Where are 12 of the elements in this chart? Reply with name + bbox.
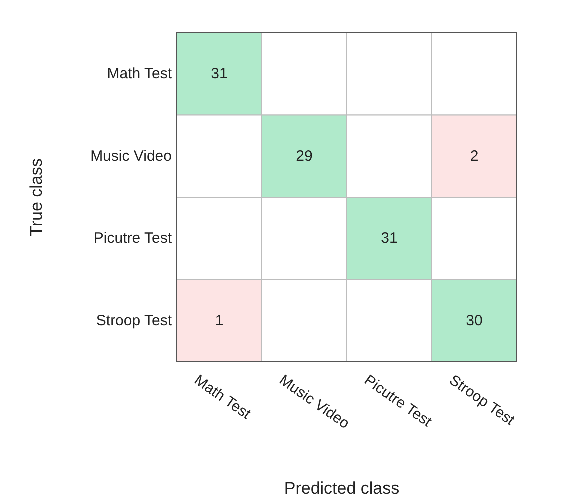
y-tick-label: Picutre Test (94, 230, 173, 248)
y-tick-label: Math Test (107, 66, 173, 83)
x-axis-title: Predicted class (284, 479, 400, 498)
y-tick-label: Music Video (90, 148, 172, 165)
y-tick-label: Stroop Test (96, 312, 173, 330)
data-label: 29 (296, 148, 313, 165)
data-label: 31 (381, 230, 398, 248)
data-label: 30 (466, 312, 483, 330)
data-label: 31 (211, 66, 228, 83)
y-axis-title: True class (27, 158, 46, 236)
data-label: 1 (215, 312, 224, 330)
data-label: 2 (470, 148, 479, 165)
